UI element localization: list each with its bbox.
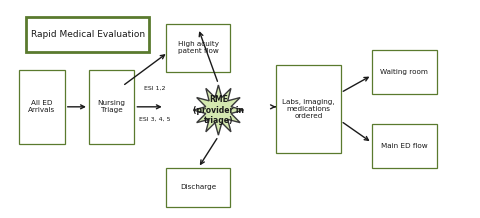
FancyBboxPatch shape — [276, 65, 341, 153]
Text: Waiting room: Waiting room — [381, 69, 428, 75]
Text: High acuity
patent flow: High acuity patent flow — [178, 41, 218, 54]
Text: ESI 1,2: ESI 1,2 — [144, 85, 166, 90]
FancyBboxPatch shape — [166, 168, 230, 207]
FancyBboxPatch shape — [89, 70, 134, 144]
Text: Main ED flow: Main ED flow — [381, 143, 428, 149]
FancyBboxPatch shape — [19, 70, 65, 144]
FancyBboxPatch shape — [372, 124, 437, 168]
Text: Labs, imaging,
medications
ordered: Labs, imaging, medications ordered — [282, 99, 335, 119]
Text: All ED
Arrivals: All ED Arrivals — [28, 100, 56, 113]
FancyBboxPatch shape — [166, 24, 230, 72]
Text: Nursing
Triage: Nursing Triage — [97, 100, 126, 113]
Text: Rapid Medical Evaluation: Rapid Medical Evaluation — [31, 30, 144, 39]
Text: RME
(provider in
triage): RME (provider in triage) — [193, 95, 244, 125]
Polygon shape — [193, 85, 243, 135]
FancyBboxPatch shape — [26, 17, 149, 52]
Text: ESI 3, 4, 5: ESI 3, 4, 5 — [139, 117, 171, 122]
FancyBboxPatch shape — [372, 50, 437, 94]
Text: Discharge: Discharge — [180, 184, 216, 191]
